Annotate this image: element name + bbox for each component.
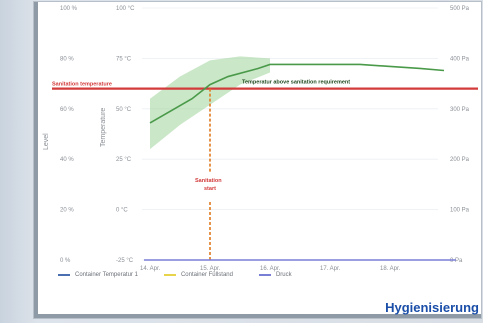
legend-label: Container Temperatur 1 [75, 272, 138, 278]
y-tick-level: 80 % [60, 56, 74, 62]
sanitation-start-label-2: start [204, 186, 216, 192]
legend-label: Container Füllstand [180, 272, 233, 278]
legend-item-temperature[interactable]: Container Temperatur 1 [58, 272, 138, 278]
y-tick-pressure: 100 Pa [450, 208, 470, 214]
confidence-band [150, 56, 270, 150]
threshold-label: Sanitation temperature [52, 82, 112, 88]
y-tick-temperature: -25 °C [116, 258, 134, 264]
y-tick-temperature: 0 °C [116, 208, 128, 214]
brand-label: Hygienisierung [385, 300, 479, 315]
y-axis-title-temperature: Temperature [100, 108, 107, 147]
legend-item-druck[interactable]: Druck [258, 272, 292, 278]
y-tick-level: 60 % [60, 107, 74, 113]
y-axis-title-level: Level [43, 133, 50, 150]
legend: Container Temperatur 1 Container Füllsta… [38, 268, 481, 282]
x-tick-label: 17. Apr. [320, 266, 341, 272]
x-tick-label: 15. Apr. [200, 266, 221, 272]
chart-svg: 0 % -25 °C 0 Pa 20 % 0 °C 100 Pa 40 % 25 °C 200 … [43, 6, 478, 272]
y-tick-temperature: 25 °C [116, 157, 132, 163]
y-tick-temperature: 100 °C [116, 6, 135, 12]
x-tick-label: 16. Apr. [260, 266, 281, 272]
y-tick-level: 100 % [60, 6, 78, 12]
legend-item-fuellstand[interactable]: Container Füllstand [163, 272, 233, 278]
y-tick-pressure: 400 Pa [450, 56, 470, 62]
y-tick-level: 0 % [60, 258, 71, 264]
y-tick-temperature: 50 °C [116, 107, 132, 113]
series-line-temperature [149, 63, 445, 124]
sanitation-start-label-1: Sanitation [195, 178, 222, 184]
y-tick-pressure: 500 Pa [450, 6, 470, 12]
y-tick-pressure: 200 Pa [450, 157, 470, 163]
y-tick-pressure: 0 Pa [450, 258, 463, 264]
y-tick-level: 40 % [60, 157, 74, 163]
legend-label: Druck [275, 272, 292, 278]
y-tick-level: 20 % [60, 208, 74, 214]
y-tick-temperature: 75 °C [116, 56, 132, 62]
annotation-above-requirement: Temperatur above sanitation requirement [242, 80, 350, 86]
x-tick-label: 14. Apr. [140, 266, 161, 272]
legend-swatch [163, 274, 176, 276]
y-tick-pressure: 300 Pa [450, 107, 470, 113]
legend-swatch [58, 274, 70, 276]
x-tick-label: 18. Apr. [380, 266, 401, 272]
chart-frame: 0 % -25 °C 0 Pa 20 % 0 °C 100 Pa 40 % 25 °C 200 … [34, 2, 481, 318]
legend-swatch [258, 274, 271, 276]
